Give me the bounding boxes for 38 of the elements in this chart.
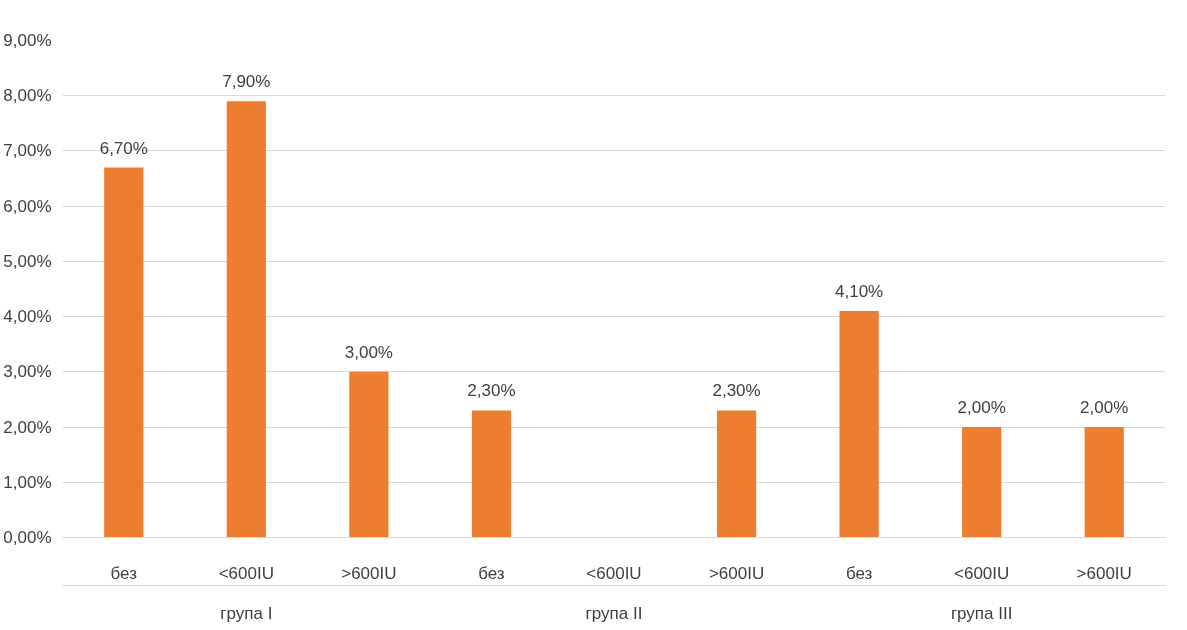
x-tick-label: >600IU (341, 563, 397, 583)
y-tick-label: 5,00% (3, 251, 52, 271)
data-label: 2,00% (1080, 398, 1129, 418)
data-label: 2,30% (712, 381, 761, 401)
bar (349, 371, 389, 538)
y-tick-label: 8,00% (3, 86, 52, 106)
data-label: 7,90% (222, 72, 271, 92)
data-label: 3,00% (344, 342, 393, 362)
x-tick-label: <600IU (218, 563, 274, 583)
x-tick-label: >600IU (708, 563, 765, 583)
y-tick-label: 1,00% (3, 472, 52, 492)
y-tick-label: 7,00% (3, 141, 52, 161)
data-label: 6,70% (99, 138, 148, 158)
bar (226, 101, 266, 538)
x-tick-label: без (478, 563, 505, 583)
bar (1084, 427, 1124, 538)
y-tick-label: 0,00% (3, 528, 52, 547)
bar (471, 410, 512, 538)
data-label: 4,10% (835, 282, 884, 302)
y-tick-label: 4,00% (3, 307, 52, 327)
bar (716, 410, 757, 538)
text: група II (585, 603, 643, 623)
text: група I (220, 603, 273, 623)
x-tick-label: <600IU (586, 563, 642, 583)
y-tick-label: 9,00% (3, 31, 52, 50)
x-tick-label: без (845, 563, 873, 583)
x-tick-label: <600IU (954, 563, 1010, 583)
x-tick-label: без (110, 563, 138, 583)
y-tick-label: 6,00% (3, 196, 52, 216)
bar (839, 311, 879, 538)
data-label: 2,30% (467, 381, 516, 401)
bar (104, 167, 144, 538)
x-tick-label: >600IU (1076, 563, 1132, 583)
data-label: 2,00% (957, 398, 1006, 418)
text: група III (950, 603, 1013, 623)
y-tick-label: 3,00% (3, 362, 52, 382)
y-tick-label: 2,00% (3, 417, 52, 437)
bar (962, 427, 1002, 538)
